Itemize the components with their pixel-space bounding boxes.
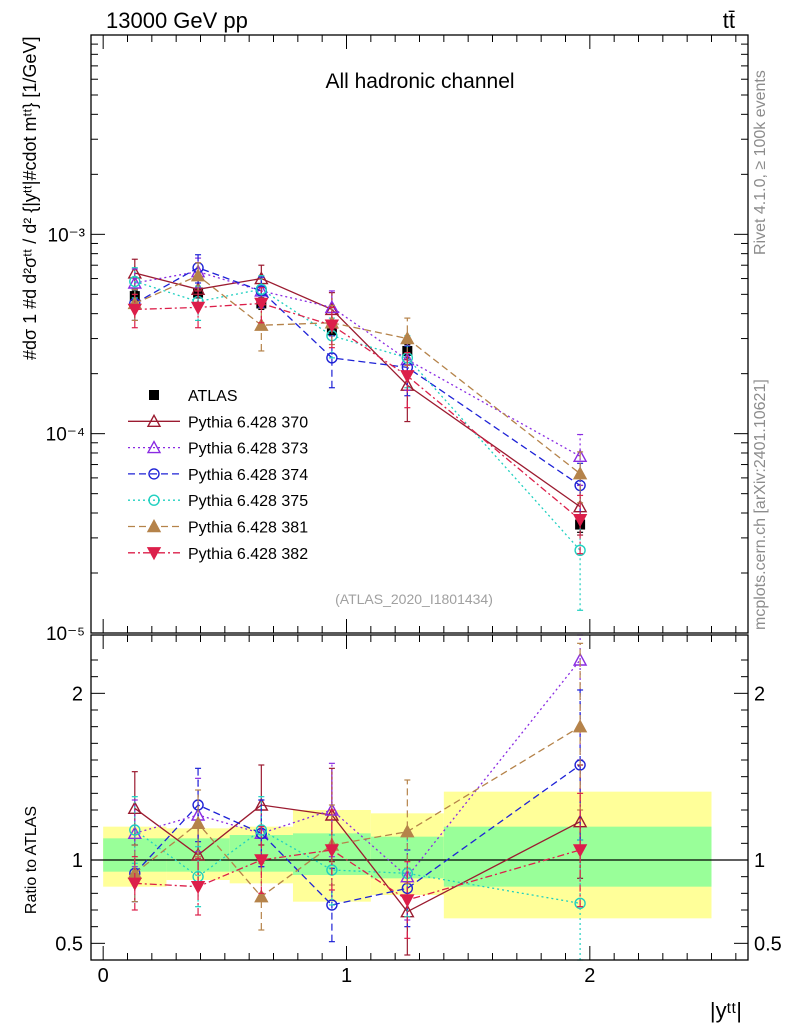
legend-marker: [146, 547, 162, 561]
x-tick-label: 2: [584, 965, 595, 987]
legend-label: Pythia 6.428 370: [188, 414, 308, 431]
ratio-line-pythia-6-428-370: [134, 804, 581, 913]
main-data-point: [254, 297, 269, 311]
main-line-pythia-6-428-373: [134, 270, 581, 457]
main-data-point: [127, 303, 142, 317]
ratio-data-point: [254, 854, 269, 868]
main-data-point: [400, 331, 415, 345]
main-data-point: [572, 448, 588, 462]
main-y-tick-label: 10⁻³: [48, 225, 86, 246]
main-data-point: [254, 317, 269, 331]
ratio-y-tick-label-left: 2: [72, 683, 83, 705]
ratio-data-point: [400, 894, 415, 908]
legend-marker: [146, 413, 162, 427]
main-plot-frame: [90, 34, 749, 634]
ratio-data-point: [574, 897, 586, 910]
legend-marker: [148, 494, 160, 506]
legend-entry-pythia-6-428-381: Pythia 6.428 381: [128, 519, 308, 537]
main-series-pythia-6-428-382: [127, 287, 588, 555]
legend-entry-pythia-6-428-370: Pythia 6.428 370: [128, 413, 308, 431]
ratio-data-point: [400, 824, 415, 838]
ratio-data-point: [190, 815, 206, 830]
ratio-y-axis-label: Ratio to ATLAS: [23, 806, 40, 914]
x-tick-label: 0: [98, 965, 109, 987]
legend-marker: [146, 440, 162, 454]
legend-entry-atlas: ATLAS: [149, 388, 238, 405]
x-axis-label: |yᵗᵗ|: [710, 998, 742, 1023]
main-line-pythia-6-428-375: [134, 280, 581, 551]
main-y-axis-label: #dσ 1 #d d²σᵗᵗ / d² {|yᵗᵗ|#cdot mᵗᵗ} [1/…: [20, 37, 40, 360]
axes-frames: 10⁻³ 10⁻⁴ 10⁻⁵ 0.5 0.5 1 1 2 2 0 1 2: [46, 34, 782, 987]
energy-label: 13000 GeV pp: [106, 8, 248, 33]
main-data-point: [127, 275, 142, 289]
legend-label: Pythia 6.428 374: [188, 467, 308, 484]
ratio-y-tick-label-right: 0.5: [754, 933, 782, 955]
ratio-plot-series: [127, 634, 588, 961]
main-plot-series: [127, 254, 588, 611]
ratio-line-pythia-6-428-374: [134, 764, 581, 906]
ratio-y-tick-label-left: 1: [72, 850, 83, 872]
main-data-point: [572, 466, 588, 480]
main-data-point: [572, 514, 588, 528]
ratio-series-pythia-6-428-381: [127, 642, 588, 931]
analysis-watermark: (ATLAS_2020_I1801434): [335, 591, 493, 607]
legend-marker: [146, 519, 162, 533]
main-y-tick-label: 10⁻⁵: [46, 624, 85, 645]
ratio-data-point: [190, 880, 206, 895]
ratio-data-point: [127, 877, 142, 891]
legend-label: Pythia 6.428 375: [188, 493, 308, 510]
ratio-y-tick-label-right: 1: [754, 850, 765, 872]
ratio-band-inner: [443, 826, 712, 887]
legend-marker: [149, 390, 159, 400]
ratio-data-point: [572, 844, 588, 858]
main-data-point: [129, 275, 141, 288]
ratio-line-pythia-6-428-381: [134, 726, 581, 898]
main-data-point: [255, 283, 268, 295]
legend-entry-pythia-6-428-374: Pythia 6.428 374: [128, 467, 308, 484]
ratio-data-point: [129, 824, 141, 836]
legend-label: Pythia 6.428 381: [188, 520, 308, 537]
main-line-pythia-6-428-381: [134, 274, 581, 475]
main-y-tick-label: 10⁻⁴: [46, 425, 85, 446]
legend: ATLAS Pythia 6.428 370 Pythia 6.428 373 Pyt…: [128, 388, 308, 563]
ratio-data-point: [324, 844, 340, 858]
legend-entry-pythia-6-428-382: Pythia 6.428 382: [128, 546, 308, 563]
ratio-y-tick-label-right: 2: [754, 683, 765, 705]
ratio-data-point: [255, 824, 268, 836]
mcplots-label: mcplots.cern.ch [arXiv:2401.10621]: [752, 379, 769, 630]
chart-title: All hadronic channel: [325, 70, 514, 93]
rivet-label: Rivet 4.1.0, ≥ 100k events: [752, 70, 769, 255]
legend-entry-pythia-6-428-373: Pythia 6.428 373: [128, 440, 308, 458]
x-tick-label: 1: [341, 965, 352, 987]
main-data-point: [400, 370, 415, 384]
main-data-point: [190, 268, 206, 282]
legend-label: ATLAS: [188, 388, 238, 405]
main-data-point: [324, 319, 340, 333]
main-line-pythia-6-428-370: [134, 272, 581, 508]
ratio-line-pythia-6-428-382: [134, 849, 581, 901]
main-data-point: [190, 301, 206, 315]
legend-marker: [148, 468, 160, 480]
legend-label: Pythia 6.428 373: [188, 441, 308, 458]
process-label: tt̄: [723, 8, 735, 33]
ratio-series-pythia-6-428-382: [127, 792, 588, 939]
legend-entry-pythia-6-428-375: Pythia 6.428 375: [128, 493, 308, 510]
ratio-data-point: [254, 889, 269, 903]
ratio-y-tick-label-left: 0.5: [55, 933, 83, 955]
main-line-pythia-6-428-374: [134, 267, 581, 486]
ratio-line-pythia-6-428-375: [134, 829, 581, 904]
legend-label: Pythia 6.428 382: [188, 546, 308, 563]
main-data-point: [574, 544, 586, 556]
ratio-data-point: [572, 719, 588, 733]
